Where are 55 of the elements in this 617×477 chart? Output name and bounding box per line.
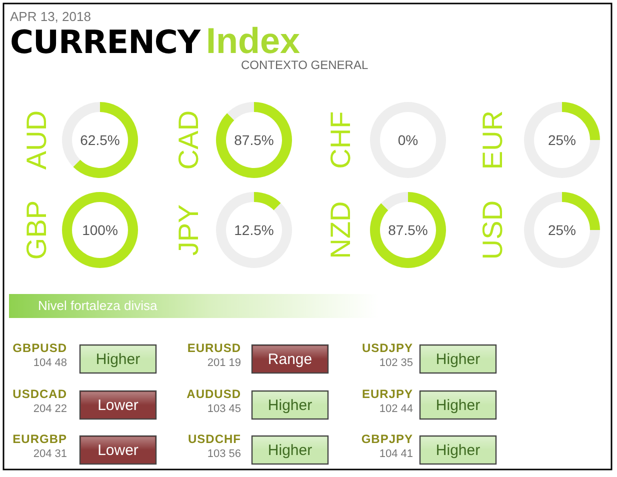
text: EURUSD (187, 341, 241, 355)
text: USDJPY (362, 341, 413, 355)
text: Higher (436, 442, 480, 459)
text: 25% (548, 132, 576, 148)
text: NZD (325, 201, 356, 259)
text: 204 31 (33, 448, 67, 460)
text: USDCHF (188, 432, 241, 446)
text: 201 19 (207, 357, 241, 369)
donut-slice (216, 102, 292, 178)
donut-slice (216, 192, 292, 268)
text: GBPJPY (361, 432, 413, 446)
text: Range (268, 351, 312, 368)
donut-slice (524, 102, 600, 178)
text: Higher (436, 351, 480, 368)
text: Nivel fortaleza divisa (38, 298, 158, 313)
text: 87.5% (388, 222, 428, 238)
text: USD (477, 200, 508, 260)
text: Higher (436, 397, 480, 414)
text: 204 22 (33, 403, 67, 415)
donut-slice (227, 102, 254, 120)
text: 104 48 (33, 357, 67, 369)
text: 87.5% (234, 132, 274, 148)
text: CONTEXTO GENERAL (241, 58, 368, 72)
text: 100% (82, 222, 118, 238)
text: 25% (548, 222, 576, 238)
text: CAD (173, 110, 204, 170)
text: USDCAD (12, 387, 67, 401)
donut-slice (381, 192, 408, 210)
donut-slice (524, 192, 600, 268)
text: 12.5% (234, 222, 274, 238)
text: AUDUSD (186, 387, 241, 401)
text: 104 41 (379, 448, 413, 460)
text: Lower (98, 442, 138, 459)
text: 103 45 (207, 403, 241, 415)
text: Higher (268, 397, 312, 414)
text: 103 56 (207, 448, 241, 460)
text: APR 13, 2018 (10, 9, 91, 24)
text: 0% (398, 132, 418, 148)
text: 102 44 (379, 403, 413, 415)
text: Higher (96, 351, 140, 368)
text: EURGBP (12, 432, 67, 446)
donut-slice (254, 192, 281, 210)
text: Lower (98, 397, 138, 414)
text: GBP (21, 200, 52, 260)
text: CHF (325, 111, 356, 169)
donut-slice (370, 192, 446, 268)
text: 102 35 (379, 357, 413, 369)
donut-slice (73, 102, 138, 178)
text: JPY (173, 204, 204, 256)
text: EURJPY (362, 387, 413, 401)
text: EUR (477, 110, 508, 170)
text: Higher (268, 442, 312, 459)
text: GBPUSD (12, 341, 67, 355)
text: 62.5% (80, 132, 120, 148)
text: AUD (21, 110, 52, 170)
